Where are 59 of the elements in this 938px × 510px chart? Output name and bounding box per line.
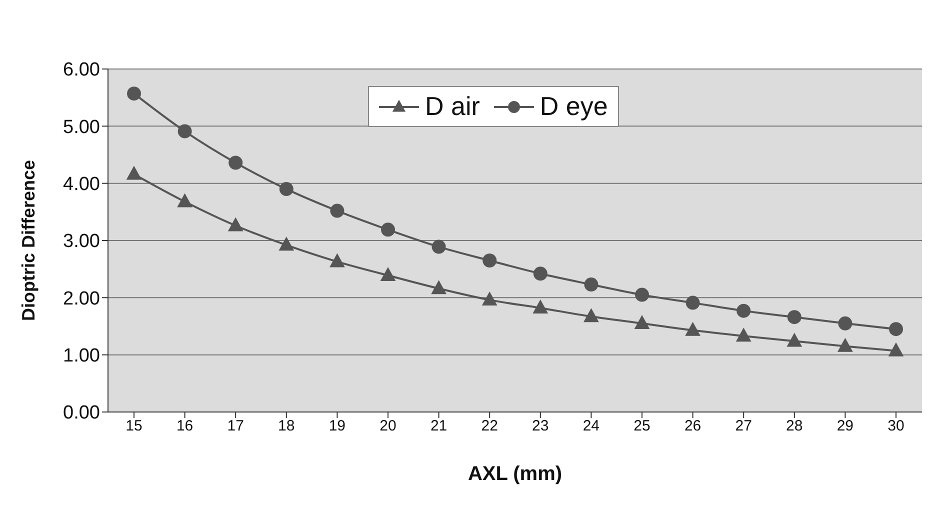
x-tick-label: 23 (532, 418, 549, 435)
point (786, 332, 802, 347)
point (228, 217, 244, 232)
point (787, 310, 802, 324)
x-tick-label: 26 (684, 418, 702, 435)
point (380, 266, 396, 281)
point (432, 240, 446, 254)
x-tick-label: 30 (888, 418, 904, 435)
point (278, 236, 294, 251)
y-tick-label: 3.00 (63, 231, 100, 252)
legend-label: D air (425, 91, 480, 122)
point (127, 86, 141, 101)
point (177, 193, 192, 208)
point (686, 296, 700, 310)
y-tick-label: 6.00 (63, 60, 100, 81)
point (330, 253, 345, 268)
x-tick-label: 29 (836, 418, 854, 435)
point (279, 182, 294, 196)
point (635, 288, 649, 302)
point (685, 322, 700, 336)
point (838, 338, 853, 352)
x-tick-label: 25 (634, 418, 650, 435)
point (736, 328, 752, 342)
x-tick-label: 18 (278, 418, 295, 435)
point (838, 316, 852, 330)
x-tick-label: 27 (735, 418, 752, 435)
y-axis-title: Dioptric Difference (18, 160, 38, 322)
x-tick-label: 21 (430, 418, 448, 435)
point (431, 280, 446, 294)
point (584, 308, 599, 322)
y-tick-label: 1.00 (63, 346, 100, 367)
point (634, 314, 650, 329)
x-tick-label: 15 (126, 418, 142, 435)
point (381, 222, 395, 237)
y-tick-label: 5.00 (63, 116, 100, 138)
point (482, 292, 498, 306)
point (888, 342, 904, 356)
y-tick-label: 0.00 (63, 402, 100, 424)
legend-label: D eye (540, 91, 608, 122)
y-tick-label: 2.00 (63, 288, 100, 310)
point (126, 166, 142, 180)
x-tick-label: 24 (582, 418, 600, 435)
point (584, 278, 598, 292)
point (533, 266, 548, 281)
x-tick-label: 20 (380, 418, 396, 435)
x-tick-label: 19 (328, 418, 346, 435)
x-tick-label: 28 (786, 418, 803, 435)
x-tick-label: 17 (227, 418, 244, 435)
point (889, 322, 903, 336)
point (532, 300, 548, 314)
point (330, 204, 344, 218)
point (228, 156, 243, 170)
x-axis-title: AXL (mm) (468, 463, 562, 485)
y-tick-label: 4.00 (63, 174, 100, 196)
point (482, 254, 497, 268)
point (178, 124, 192, 138)
x-tick-label: 22 (481, 418, 498, 435)
point (736, 304, 751, 318)
x-tick-label: 16 (176, 418, 194, 435)
